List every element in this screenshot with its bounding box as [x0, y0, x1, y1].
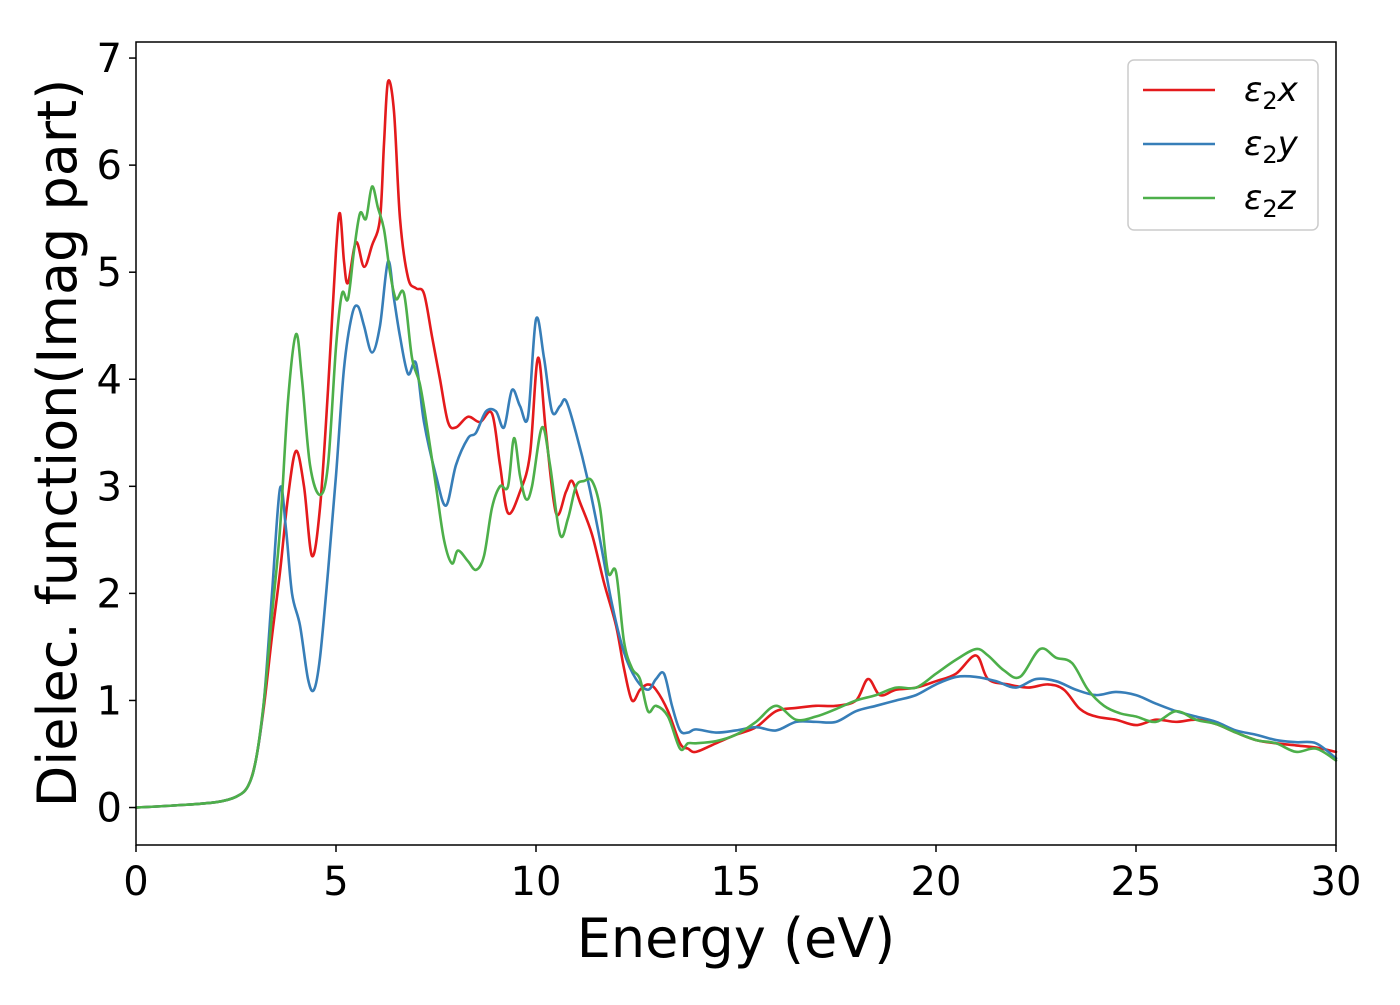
- y-tick-label: 7: [97, 36, 122, 82]
- y-tick-label: 2: [97, 571, 122, 617]
- legend-label-x: ε2x: [1244, 70, 1299, 115]
- x-tick-label: 20: [911, 859, 962, 905]
- x-axis-title: Energy (eV): [577, 907, 896, 970]
- y-tick-label: 3: [97, 464, 122, 510]
- legend-label-z: ε2z: [1244, 178, 1297, 223]
- y-axis-title: Dielec. function(Imag part): [26, 79, 89, 808]
- x-tick-label: 10: [511, 859, 562, 905]
- x-tick-label: 5: [323, 859, 348, 905]
- x-tick-label: 25: [1111, 859, 1162, 905]
- plot-lines: [134, 79, 1338, 809]
- legend-label-y: ε2y: [1244, 124, 1299, 169]
- y-axis-ticks: 0 1 2 3 4 5 6 7: [97, 36, 136, 832]
- y-tick-label: 1: [97, 678, 122, 724]
- x-tick-label: 0: [123, 859, 148, 905]
- y-tick-label: 4: [97, 357, 122, 403]
- y-tick-label: 0: [97, 786, 122, 832]
- x-tick-label: 30: [1311, 859, 1362, 905]
- series-line-y: [134, 260, 1338, 809]
- legend-box: [1127, 59, 1319, 231]
- series-line-z: [134, 185, 1338, 809]
- series-line-x: [134, 79, 1338, 809]
- y-tick-label: 5: [97, 250, 122, 296]
- legend: ε2x ε2y ε2z: [1127, 59, 1319, 231]
- x-tick-label: 15: [711, 859, 762, 905]
- y-tick-label: 6: [97, 143, 122, 189]
- x-axis-ticks: 0 5 10 15 20 25 30: [123, 845, 1361, 905]
